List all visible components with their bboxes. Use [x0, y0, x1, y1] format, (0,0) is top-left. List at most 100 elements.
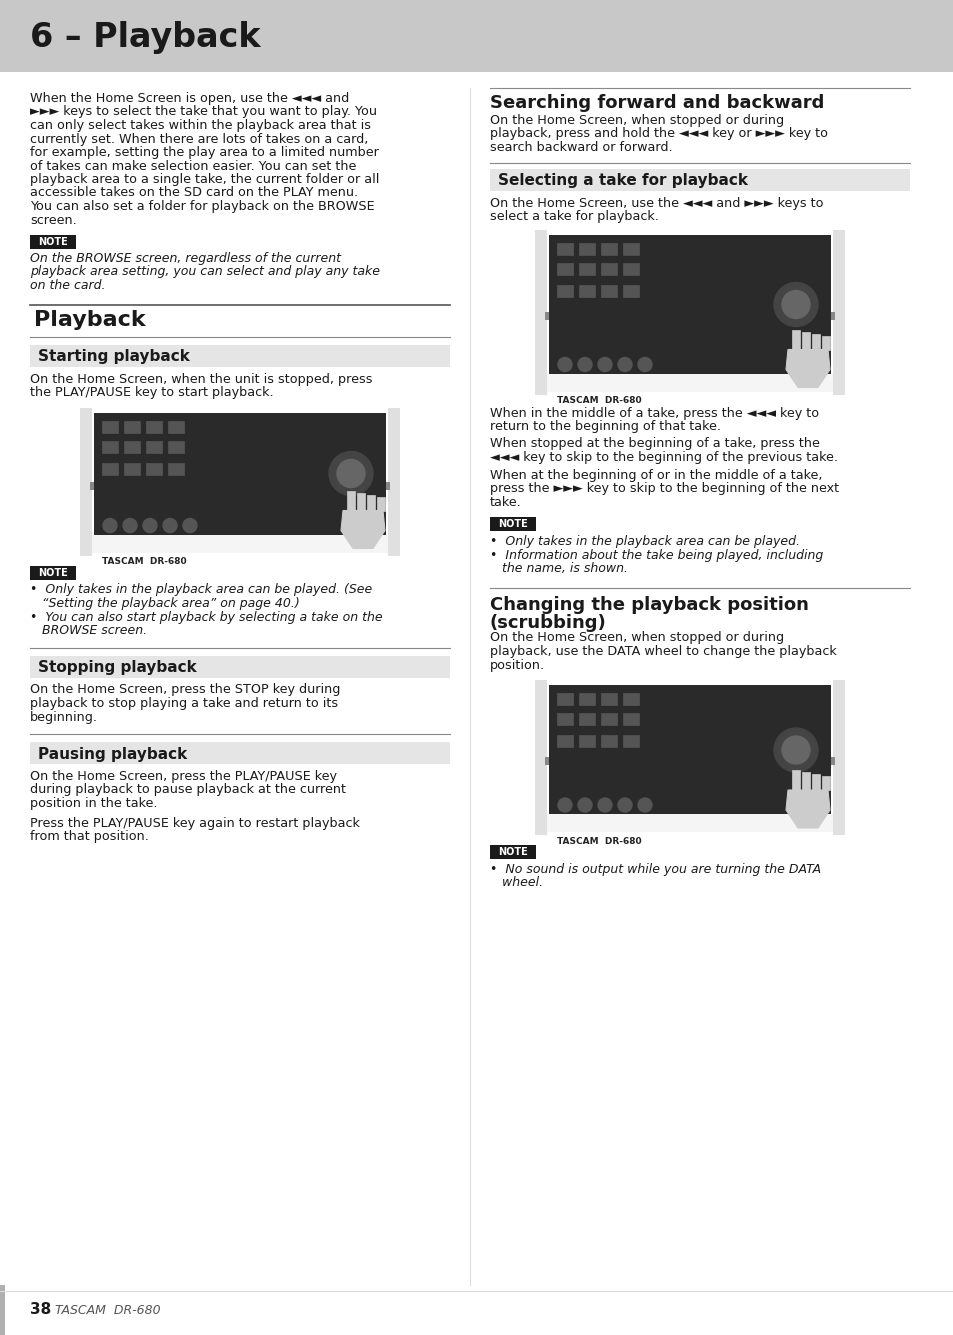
Bar [102, 462, 118, 474]
Text: On the Home Screen, press the STOP key during: On the Home Screen, press the STOP key d… [30, 684, 340, 697]
Bar [557, 263, 573, 275]
Bar [578, 713, 595, 725]
Bar [622, 243, 639, 255]
Circle shape [558, 798, 572, 812]
Text: You can also set a folder for playback on the BROWSE: You can also set a folder for playback o… [30, 200, 375, 214]
Circle shape [336, 459, 365, 487]
Bar [578, 243, 595, 255]
Bar [557, 284, 573, 296]
Bar [832, 230, 844, 395]
Text: NOTE: NOTE [497, 519, 527, 529]
Text: Playback: Playback [34, 311, 146, 331]
Circle shape [558, 358, 572, 371]
Bar [578, 263, 595, 275]
Text: •  No sound is output while you are turning the DATA: • No sound is output while you are turni… [490, 862, 821, 876]
Text: of takes can make selection easier. You can set the: of takes can make selection easier. You … [30, 159, 356, 172]
Text: TASCAM  DR-680: TASCAM DR-680 [102, 557, 187, 566]
Circle shape [598, 358, 612, 371]
Text: On the BROWSE screen, regardless of the current: On the BROWSE screen, regardless of the … [30, 252, 340, 266]
Text: When at the beginning of or in the middle of a take,: When at the beginning of or in the middl… [490, 469, 821, 482]
Polygon shape [811, 774, 820, 790]
Bar [546, 374, 832, 391]
Bar [490, 168, 909, 191]
Text: from that position.: from that position. [30, 830, 149, 842]
Bar [94, 413, 386, 535]
Bar [91, 534, 388, 553]
Text: press the ►►► key to skip to the beginning of the next: press the ►►► key to skip to the beginni… [490, 482, 839, 495]
Polygon shape [376, 497, 385, 510]
Bar [600, 693, 617, 705]
Polygon shape [821, 776, 829, 790]
Bar [546, 814, 832, 832]
Text: playback area to a single take, the current folder or all: playback area to a single take, the curr… [30, 174, 379, 186]
Text: beginning.: beginning. [30, 710, 98, 724]
Polygon shape [367, 494, 375, 510]
Text: When the Home Screen is open, use the ◄◄◄ and: When the Home Screen is open, use the ◄◄… [30, 92, 349, 105]
Text: When in the middle of a take, press the ◄◄◄ key to: When in the middle of a take, press the … [490, 406, 819, 419]
Bar [102, 441, 118, 453]
Bar [557, 693, 573, 705]
Bar [124, 421, 140, 433]
Polygon shape [356, 493, 365, 510]
Polygon shape [785, 790, 829, 828]
Bar [535, 680, 546, 834]
Text: •  Only takes in the playback area can be played. (See: • Only takes in the playback area can be… [30, 583, 372, 597]
Bar [30, 566, 76, 579]
Text: •  Information about the take being played, including: • Information about the take being playe… [490, 549, 822, 562]
Text: ◄◄◄ key to skip to the beginning of the previous take.: ◄◄◄ key to skip to the beginning of the … [490, 451, 837, 465]
Bar [124, 441, 140, 453]
Text: 38: 38 [30, 1303, 51, 1318]
Bar [30, 344, 450, 367]
Bar [622, 693, 639, 705]
Polygon shape [811, 334, 820, 350]
Text: NOTE: NOTE [38, 238, 68, 247]
Circle shape [123, 518, 137, 533]
Text: playback, use the DATA wheel to change the playback: playback, use the DATA wheel to change t… [490, 645, 836, 658]
Text: TASCAM  DR-680: TASCAM DR-680 [557, 837, 641, 845]
Bar [548, 235, 830, 375]
Polygon shape [347, 490, 355, 510]
Text: When stopped at the beginning of a take, press the: When stopped at the beginning of a take,… [490, 438, 819, 450]
Circle shape [638, 798, 651, 812]
Text: select a take for playback.: select a take for playback. [490, 210, 659, 223]
Bar [544, 311, 548, 319]
Bar [600, 243, 617, 255]
Text: BROWSE screen.: BROWSE screen. [30, 623, 147, 637]
Bar [30, 655, 450, 677]
Polygon shape [340, 510, 385, 549]
Circle shape [618, 358, 631, 371]
Text: NOTE: NOTE [497, 846, 527, 857]
Text: playback, press and hold the ◄◄◄ key or ►►► key to: playback, press and hold the ◄◄◄ key or … [490, 128, 827, 140]
Text: Searching forward and backward: Searching forward and backward [490, 93, 823, 112]
Bar [90, 482, 94, 490]
Text: position.: position. [490, 658, 544, 672]
Circle shape [773, 283, 817, 327]
Text: take.: take. [490, 495, 521, 509]
Bar [578, 693, 595, 705]
Text: Press the PLAY/PAUSE key again to restart playback: Press the PLAY/PAUSE key again to restar… [30, 817, 359, 829]
Circle shape [781, 291, 809, 319]
Text: On the Home Screen, when stopped or during: On the Home Screen, when stopped or duri… [490, 113, 783, 127]
Bar [600, 736, 617, 748]
Bar [830, 757, 834, 765]
Circle shape [773, 728, 817, 772]
Bar [124, 462, 140, 474]
Polygon shape [801, 331, 809, 350]
Text: •  Only takes in the playback area can be played.: • Only takes in the playback area can be… [490, 535, 800, 547]
Bar [168, 462, 184, 474]
Text: the PLAY/PAUSE key to start playback.: the PLAY/PAUSE key to start playback. [30, 386, 274, 399]
Text: playback area setting, you can select and play any take: playback area setting, you can select an… [30, 266, 379, 279]
Text: search backward or forward.: search backward or forward. [490, 142, 672, 154]
Circle shape [578, 798, 592, 812]
Bar [490, 517, 536, 531]
Bar [0, 0, 953, 72]
Text: Starting playback: Starting playback [38, 348, 190, 364]
Circle shape [781, 736, 809, 764]
Bar [548, 685, 830, 814]
Text: ►►► keys to select the take that you want to play. You: ►►► keys to select the take that you wan… [30, 105, 376, 119]
Bar [578, 284, 595, 296]
Text: wheel.: wheel. [490, 877, 542, 889]
Bar [622, 713, 639, 725]
Polygon shape [801, 772, 809, 790]
Bar [557, 243, 573, 255]
